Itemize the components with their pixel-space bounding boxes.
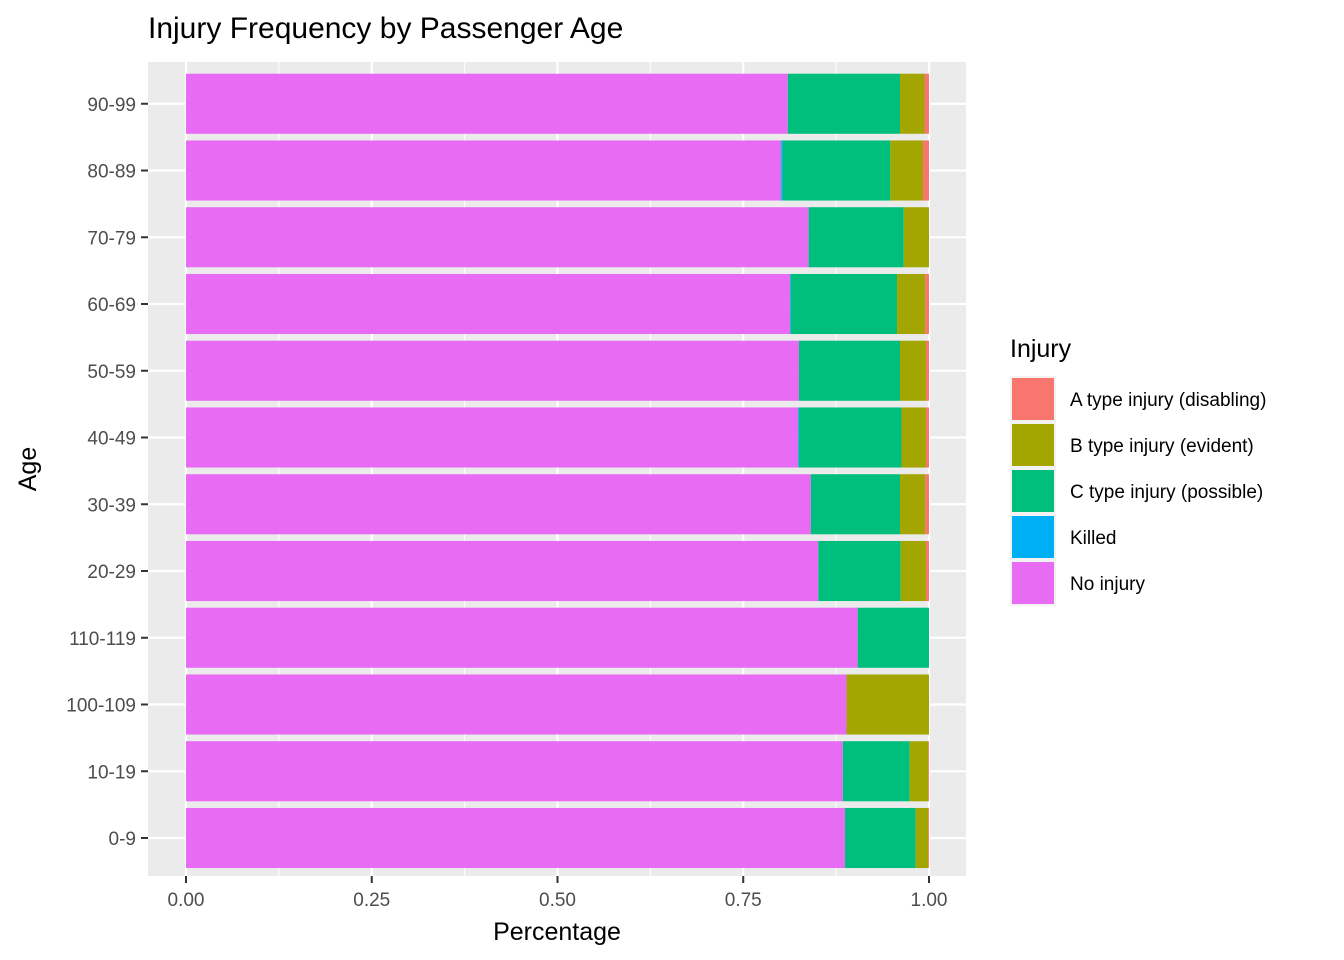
y-tick-label: 10-19 bbox=[87, 762, 136, 783]
legend-swatch bbox=[1012, 516, 1054, 558]
bar-segment bbox=[186, 140, 782, 201]
bar-segment bbox=[186, 474, 811, 535]
bar-segment bbox=[798, 407, 902, 468]
x-axis: 0.00 0.25 0.50 0.75 1.00 bbox=[168, 876, 948, 911]
bar-segment bbox=[808, 207, 904, 268]
bar-segment bbox=[186, 674, 847, 735]
x-tick-label: 0.25 bbox=[353, 890, 390, 911]
bar-segment bbox=[928, 807, 929, 869]
legend-label: C type injury (possible) bbox=[1070, 482, 1263, 503]
bar-segment bbox=[781, 140, 783, 201]
bar-segment bbox=[928, 741, 929, 802]
bar-segment bbox=[923, 140, 929, 201]
bar-segment bbox=[924, 73, 929, 134]
x-axis-title: Percentage bbox=[493, 918, 621, 946]
bar-segment bbox=[798, 340, 901, 401]
legend-label: A type injury (disabling) bbox=[1070, 390, 1266, 411]
chart-title: Injury Frequency by Passenger Age bbox=[148, 12, 623, 45]
bar-segment bbox=[857, 607, 929, 668]
bar-segment bbox=[897, 273, 926, 335]
bar-segment bbox=[903, 207, 929, 268]
y-tick-label: 20-29 bbox=[87, 562, 136, 583]
bar-segment bbox=[186, 807, 846, 869]
legend-title: Injury bbox=[1010, 335, 1072, 363]
bar-segment bbox=[925, 474, 929, 535]
legend: Injury A type injury (disabling) B type i… bbox=[1010, 335, 1266, 606]
bar-segment bbox=[186, 273, 791, 335]
x-tick-label: 0.75 bbox=[725, 890, 762, 911]
bar-segment bbox=[790, 273, 791, 335]
bar-segment bbox=[186, 607, 858, 668]
y-tick-label: 80-89 bbox=[87, 162, 136, 183]
y-tick-label: 50-59 bbox=[87, 362, 136, 383]
legend-swatch bbox=[1012, 378, 1054, 420]
bar-segment bbox=[926, 340, 929, 401]
legend-swatch bbox=[1012, 470, 1054, 512]
bar-segment bbox=[842, 741, 910, 802]
y-tick-label: 70-79 bbox=[87, 228, 136, 249]
bar-segment bbox=[915, 807, 929, 869]
bar-segment bbox=[845, 807, 916, 869]
y-tick-label: 0-9 bbox=[109, 829, 136, 850]
bars bbox=[186, 73, 929, 869]
legend-label: No injury bbox=[1070, 574, 1145, 595]
bar-segment bbox=[926, 540, 929, 602]
bar-segment bbox=[787, 73, 901, 134]
legend-label: B type injury (evident) bbox=[1070, 436, 1254, 457]
y-tick-label: 110-119 bbox=[69, 629, 136, 650]
bar-segment bbox=[186, 407, 799, 468]
y-tick-label: 30-39 bbox=[87, 495, 136, 516]
bar-segment bbox=[926, 407, 929, 468]
bar-segment bbox=[925, 273, 929, 335]
bar-segment bbox=[900, 540, 927, 602]
y-tick-label: 90-99 bbox=[87, 95, 136, 116]
bar-segment bbox=[186, 540, 819, 602]
x-tick-label: 0.00 bbox=[168, 890, 205, 911]
bar-segment bbox=[846, 674, 929, 735]
y-tick-label: 40-49 bbox=[87, 429, 136, 450]
bar-segment bbox=[818, 540, 901, 602]
legend-swatch bbox=[1012, 562, 1054, 604]
legend-swatch bbox=[1012, 424, 1054, 466]
x-tick-label: 1.00 bbox=[911, 890, 948, 911]
y-tick-label: 60-69 bbox=[87, 295, 136, 316]
bar-segment bbox=[909, 741, 929, 802]
bar-segment bbox=[901, 407, 927, 468]
bar-segment bbox=[890, 140, 924, 201]
bar-segment bbox=[900, 474, 926, 535]
bar-segment bbox=[186, 73, 788, 134]
x-tick-label: 0.50 bbox=[539, 890, 576, 911]
y-axis-title: Age bbox=[14, 447, 42, 491]
bar-segment bbox=[900, 73, 925, 134]
bar-segment bbox=[900, 340, 927, 401]
y-tick-label: 100-109 bbox=[66, 696, 136, 717]
bar-segment bbox=[790, 273, 898, 335]
bar-segment bbox=[186, 207, 809, 268]
bar-segment bbox=[810, 474, 901, 535]
bar-segment bbox=[186, 340, 799, 401]
bar-segment bbox=[186, 741, 843, 802]
legend-label: Killed bbox=[1070, 528, 1116, 549]
bar-segment bbox=[798, 407, 799, 468]
bar-segment bbox=[782, 140, 891, 201]
y-axis: 0-9 10-19 100-109 110-119 20-29 30-39 40-49 50-… bbox=[66, 95, 148, 850]
